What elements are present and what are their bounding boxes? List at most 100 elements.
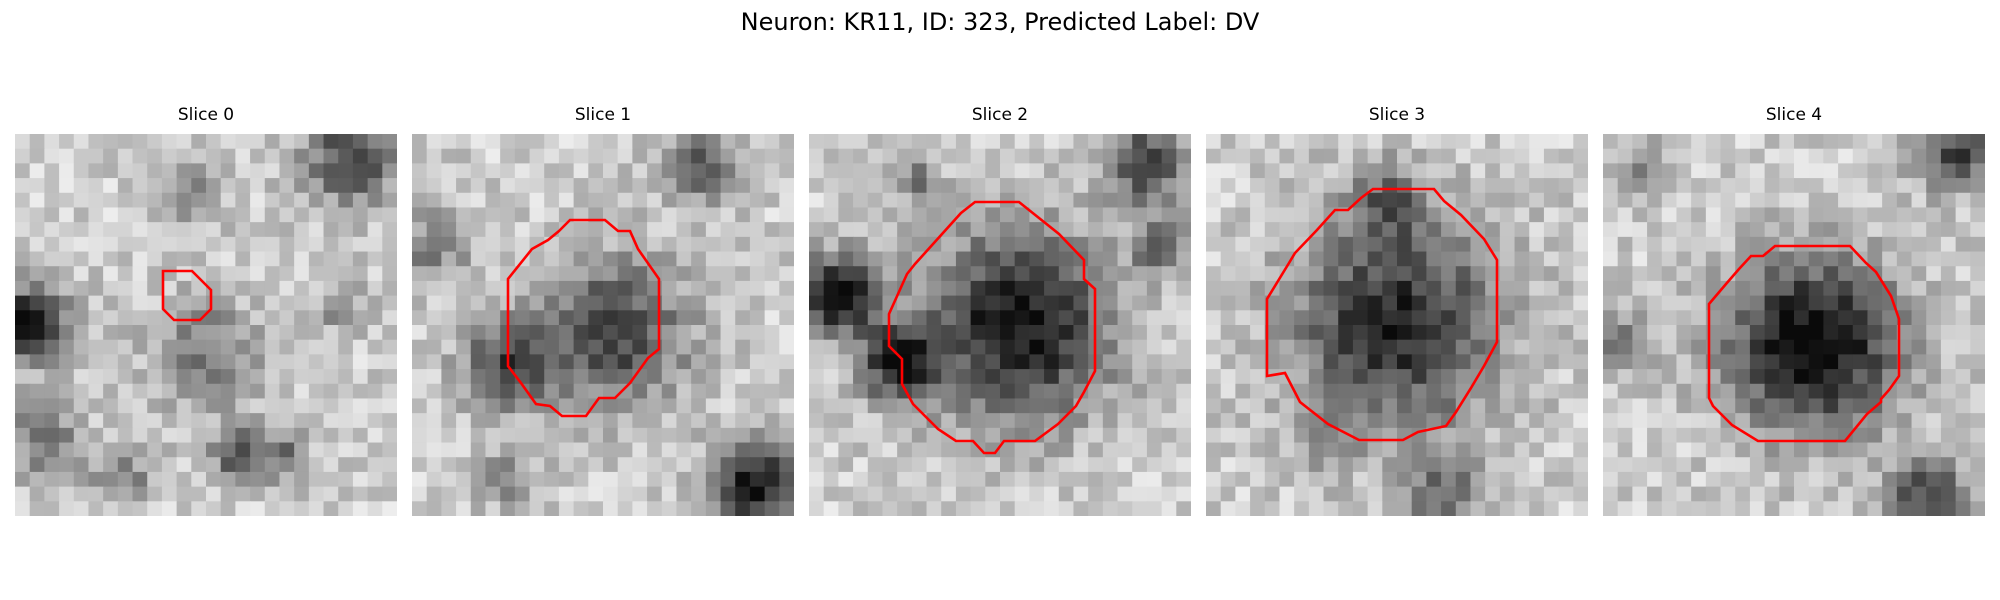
image-pixel	[985, 236, 1001, 253]
image-pixel	[955, 501, 972, 516]
image-pixel	[1926, 295, 1942, 311]
image-pixel	[514, 325, 531, 341]
image-pixel	[1676, 354, 1692, 370]
image-pixel	[1808, 369, 1824, 385]
image-pixel	[617, 383, 633, 400]
image-pixel	[749, 427, 766, 444]
image-pixel	[382, 398, 397, 414]
image-pixel	[1132, 339, 1148, 355]
image-pixel	[1867, 427, 1883, 444]
image-pixel	[676, 192, 692, 209]
image-pixel	[1573, 207, 1588, 223]
image-pixel	[235, 178, 251, 194]
image-pixel	[603, 354, 619, 370]
image-pixel	[1264, 413, 1281, 429]
image-pixel	[323, 280, 339, 297]
image-pixel	[1970, 163, 1985, 179]
image-pixel	[1235, 236, 1251, 253]
image-pixel	[617, 501, 633, 516]
image-pixel	[308, 310, 325, 326]
image-pixel	[1955, 457, 1971, 473]
image-pixel	[1661, 134, 1678, 150]
image-pixel	[117, 457, 134, 473]
image-pixel	[1338, 251, 1354, 267]
image-pixel	[367, 486, 383, 502]
image-pixel	[1808, 427, 1824, 444]
image-pixel	[911, 486, 928, 502]
image-pixel	[1543, 398, 1560, 414]
image-pixel	[1940, 280, 1957, 297]
image-pixel	[441, 383, 457, 400]
image-pixel	[1088, 192, 1104, 209]
image-pixel	[1235, 442, 1251, 458]
image-pixel	[911, 383, 928, 400]
image-pixel	[1499, 398, 1516, 414]
image-pixel	[1176, 354, 1191, 370]
slice-title: Slice 1	[574, 105, 632, 125]
image-pixel	[176, 280, 192, 297]
image-pixel	[573, 148, 589, 164]
image-pixel	[1161, 163, 1177, 179]
image-pixel	[558, 310, 575, 326]
image-pixel	[720, 339, 736, 355]
image-pixel	[1058, 486, 1075, 502]
image-pixel	[720, 501, 736, 516]
image-pixel	[1132, 457, 1148, 473]
image-pixel	[426, 457, 442, 473]
image-pixel	[603, 310, 619, 326]
image-pixel	[676, 369, 692, 385]
image-pixel	[338, 471, 354, 488]
image-pixel	[970, 295, 986, 311]
image-pixel	[735, 251, 751, 267]
image-pixel	[676, 325, 692, 341]
image-pixel	[1235, 222, 1251, 238]
image-pixel	[1573, 413, 1588, 429]
image-pixel	[955, 427, 972, 444]
image-pixel	[809, 383, 825, 400]
image-pixel	[176, 501, 192, 516]
image-pixel	[1117, 413, 1133, 429]
image-pixel	[1852, 280, 1869, 297]
image-pixel	[1455, 236, 1472, 253]
image-pixel	[882, 457, 898, 473]
image-pixel	[88, 471, 104, 488]
image-pixel	[1146, 192, 1163, 209]
image-pixel	[485, 148, 501, 164]
segmentation-outline	[887, 200, 1097, 455]
image-pixel	[470, 325, 487, 341]
image-pixel	[235, 325, 251, 341]
image-pixel	[294, 383, 310, 400]
image-pixel	[1323, 486, 1339, 502]
image-pixel	[44, 339, 60, 355]
image-pixel	[1352, 383, 1369, 400]
image-pixel	[264, 192, 281, 209]
image-pixel	[1441, 251, 1457, 267]
image-pixel	[647, 192, 663, 209]
image-pixel	[1823, 134, 1839, 150]
image-pixel	[1691, 383, 1707, 400]
image-pixel	[1352, 339, 1369, 355]
image-pixel	[558, 325, 575, 341]
image-pixel	[1367, 295, 1383, 311]
image-pixel	[1794, 457, 1810, 473]
image-pixel	[1573, 383, 1588, 400]
image-pixel	[1940, 163, 1957, 179]
image-pixel	[1441, 236, 1457, 253]
image-pixel	[44, 457, 60, 473]
image-pixel	[367, 178, 383, 194]
image-pixel	[749, 295, 766, 311]
image-pixel	[529, 354, 545, 370]
image-pixel	[1073, 192, 1089, 209]
image-pixel	[985, 310, 1001, 326]
image-pixel	[1338, 442, 1354, 458]
image-pixel	[44, 178, 60, 194]
image-pixel	[1264, 442, 1281, 458]
image-pixel	[1911, 266, 1927, 282]
image-pixel	[970, 310, 986, 326]
image-pixel	[441, 369, 457, 385]
image-pixel	[1794, 339, 1810, 355]
image-pixel	[1940, 207, 1957, 223]
image-pixel	[1940, 178, 1957, 194]
image-pixel	[103, 427, 119, 444]
image-pixel	[705, 134, 722, 150]
